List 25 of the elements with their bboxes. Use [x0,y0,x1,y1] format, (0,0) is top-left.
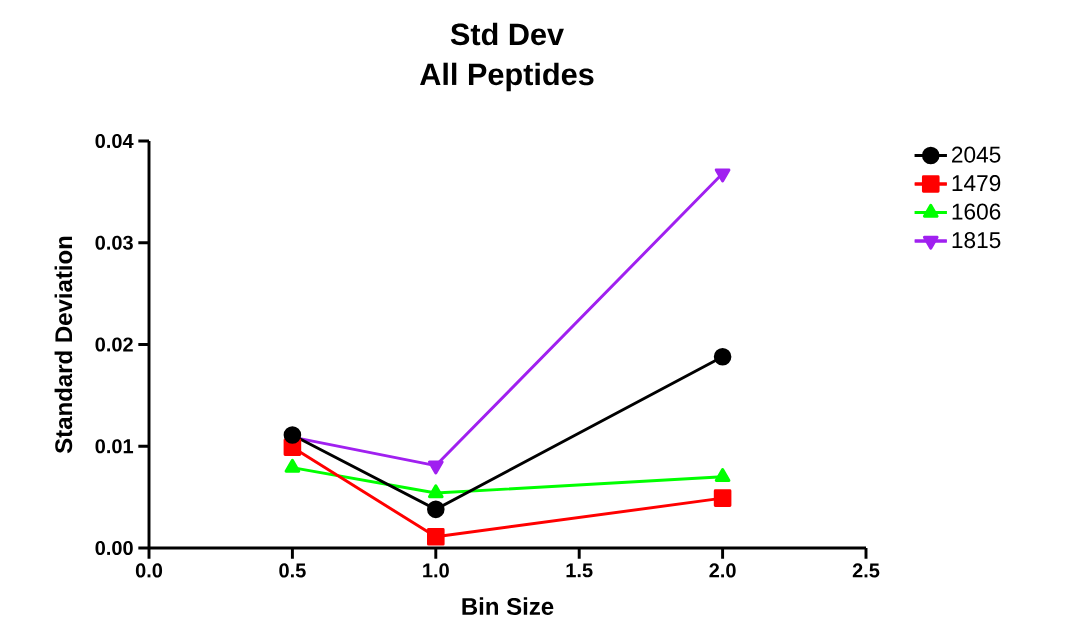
x-tick-label: 0.0 [135,563,163,578]
y-tick-label: 0.00 [95,540,133,556]
y-tick-label: 0.01 [95,439,134,454]
point [427,484,444,499]
legend-label: 1606 [952,203,1001,220]
point [713,489,732,507]
x-tick-label: 2.0 [709,563,736,578]
x-axis-title: Bin Size [462,597,554,615]
point [427,500,445,519]
x-tick-label: 1.5 [566,563,593,578]
y-axis-title: Standard Deviation [54,236,73,454]
legend-label: 1479 [952,175,1001,192]
y-tick-label: 0.03 [95,235,133,250]
point [713,347,732,366]
x-tick-label: 1.0 [423,563,449,578]
chart-title: Std Dev [450,22,564,46]
legend-label: 1815 [952,232,1001,249]
y-tick-label: 0.04 [95,133,134,149]
point [283,426,302,444]
point [427,528,445,546]
x-tick-label: 0.5 [279,563,306,578]
chart-subtitle: All Peptides [420,62,594,92]
x-tick-label: 2.5 [852,563,880,578]
legend-label: 2045 [952,146,1001,163]
y-tick-label: 0.02 [95,337,133,352]
